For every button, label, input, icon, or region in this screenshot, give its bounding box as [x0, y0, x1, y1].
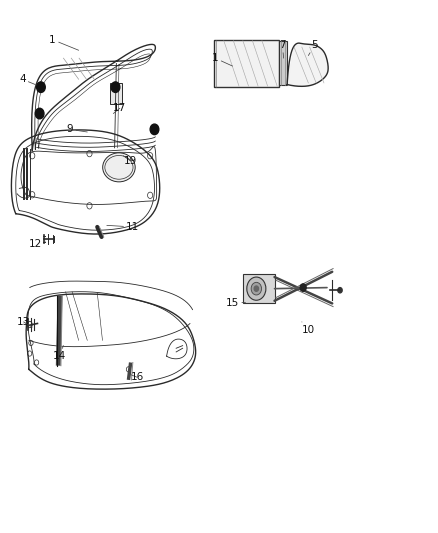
Circle shape [35, 108, 44, 119]
Circle shape [337, 288, 341, 293]
Bar [214, 39, 279, 87]
Polygon shape [286, 44, 327, 86]
Text: 13: 13 [17, 317, 32, 327]
Text: 5: 5 [307, 40, 318, 55]
Text: 16: 16 [130, 372, 143, 382]
Circle shape [254, 286, 258, 292]
Text: 15: 15 [226, 298, 245, 309]
Bar [243, 274, 274, 303]
Circle shape [251, 282, 261, 295]
Bar [279, 41, 286, 85]
Text: 1: 1 [49, 35, 78, 50]
Text: 4: 4 [19, 74, 35, 85]
Text: 14: 14 [53, 345, 66, 361]
Text: 7: 7 [279, 40, 285, 58]
Bar [110, 83, 122, 104]
Text: 17: 17 [113, 103, 126, 114]
Circle shape [300, 284, 305, 292]
Circle shape [246, 277, 265, 300]
Circle shape [150, 124, 159, 135]
Text: 9: 9 [67, 124, 87, 134]
Text: 10: 10 [301, 322, 314, 335]
Text: 19: 19 [123, 156, 137, 166]
Text: 12: 12 [28, 239, 45, 249]
Ellipse shape [102, 153, 135, 182]
Text: 11: 11 [106, 222, 139, 232]
Text: 1: 1 [212, 53, 232, 66]
Circle shape [36, 82, 45, 92]
Circle shape [111, 82, 120, 92]
